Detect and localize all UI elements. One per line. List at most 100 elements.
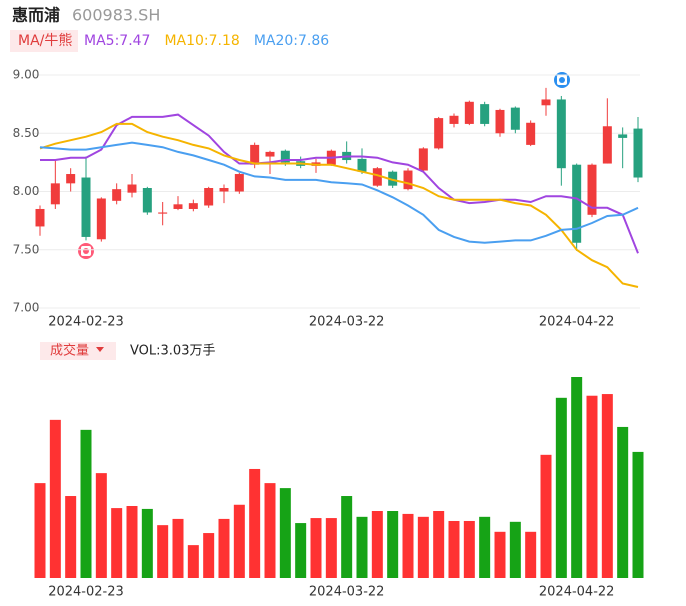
volume-bar <box>111 508 123 578</box>
volume-bar <box>571 377 583 578</box>
stock-code: 600983.SH <box>72 6 160 25</box>
candle-body <box>495 109 505 134</box>
volume-bar <box>479 516 491 578</box>
volume-bar <box>632 451 644 578</box>
candle-body <box>188 203 198 209</box>
candle-body <box>250 144 260 165</box>
candle-body <box>526 122 536 145</box>
volume-bar <box>463 520 475 578</box>
stock-name: 惠而浦 <box>12 6 60 25</box>
candle-body <box>572 164 582 243</box>
y-tick-label: 9.00 <box>13 68 40 82</box>
candle-body <box>66 174 76 184</box>
y-tick-label: 7.50 <box>13 242 40 256</box>
volume-label[interactable]: 成交量 <box>50 343 89 359</box>
volume-bar <box>187 545 199 578</box>
volume-bar <box>264 483 276 578</box>
volume-bar <box>540 454 552 578</box>
volume-bar <box>172 518 184 578</box>
legend-entry: MA20:7.86 <box>254 33 329 49</box>
ma-label-box[interactable] <box>10 30 78 52</box>
volume-bar <box>525 531 537 578</box>
volume-bar <box>49 419 61 578</box>
candle-body <box>50 183 60 205</box>
volume-bar <box>218 518 230 578</box>
x-tick-label: 2024-03-22 <box>309 315 385 330</box>
candle-body <box>403 170 413 190</box>
candle-body <box>357 158 367 172</box>
candle-body <box>372 168 382 186</box>
candle-body <box>633 128 643 178</box>
volume-bar <box>417 516 429 578</box>
volume-bar <box>356 516 368 578</box>
candle-body <box>96 198 106 240</box>
ma-line <box>39 141 639 244</box>
candle-body <box>219 188 229 192</box>
volume-bar <box>203 533 215 578</box>
volume-bar <box>279 488 291 578</box>
volume-bar <box>586 395 598 578</box>
candle-body <box>541 99 551 106</box>
candle-body <box>556 99 566 169</box>
volume-bar <box>448 520 460 578</box>
ma-label[interactable]: MA/牛熊 <box>18 33 72 49</box>
volume-reading: VOL:3.03万手 <box>130 344 215 359</box>
volume-label-box[interactable] <box>40 342 116 360</box>
volume-bar <box>34 483 46 578</box>
candle-body <box>464 101 474 124</box>
volume-bar <box>157 525 169 578</box>
ma-line <box>40 113 639 254</box>
candle-body <box>418 148 428 171</box>
volume-bar <box>402 513 414 578</box>
volume-bar <box>325 518 337 578</box>
x-tick-label: 2024-03-22 <box>309 585 385 600</box>
volume-bar <box>387 511 399 578</box>
candle-body <box>158 212 168 214</box>
volume-bar <box>141 508 153 578</box>
x-tick-label: 2024-02-23 <box>48 315 124 330</box>
candle-body <box>112 189 122 201</box>
dropdown-arrow[interactable] <box>96 347 104 352</box>
volume-bar <box>555 397 567 578</box>
candle-body <box>587 164 597 215</box>
x-tick-label: 2024-04-22 <box>539 315 615 330</box>
candle-body <box>265 151 275 157</box>
legend-entry: MA10:7.18 <box>164 33 239 49</box>
candle-body <box>618 134 628 138</box>
volume-bar <box>617 426 629 578</box>
candle-body <box>173 204 183 209</box>
x-tick-label: 2024-02-23 <box>48 585 124 600</box>
volume-bar <box>233 504 245 578</box>
candle-body <box>142 188 152 213</box>
legend-entry: MA5:7.47 <box>84 33 150 49</box>
candle-body <box>127 184 137 193</box>
candle-body <box>449 115 459 124</box>
candle-body <box>35 208 45 227</box>
volume-bar <box>249 468 261 578</box>
volume-bar <box>341 496 353 578</box>
candle-body <box>434 118 444 149</box>
volume-bar <box>295 523 307 578</box>
candle-body <box>510 107 520 130</box>
volume-bar <box>126 506 138 578</box>
volume-bar <box>509 521 521 578</box>
volume-bar <box>65 496 77 578</box>
volume-bar <box>433 511 445 578</box>
volume-bar <box>601 394 613 578</box>
buy-marker <box>78 243 94 259</box>
candle-body <box>280 150 290 163</box>
volume-bar <box>310 518 322 578</box>
volume-bar <box>494 531 506 578</box>
x-tick-label: 2024-04-22 <box>539 585 615 600</box>
candle-body <box>81 177 91 237</box>
ma-line <box>39 122 639 288</box>
y-tick-label: 8.00 <box>13 184 40 198</box>
candle-body <box>388 171 398 186</box>
candle-body <box>480 104 490 124</box>
candle-body <box>204 188 214 206</box>
volume-bar <box>371 511 383 578</box>
sell-marker <box>554 72 570 88</box>
candle-body <box>234 174 244 192</box>
y-tick-label: 8.50 <box>13 126 40 140</box>
